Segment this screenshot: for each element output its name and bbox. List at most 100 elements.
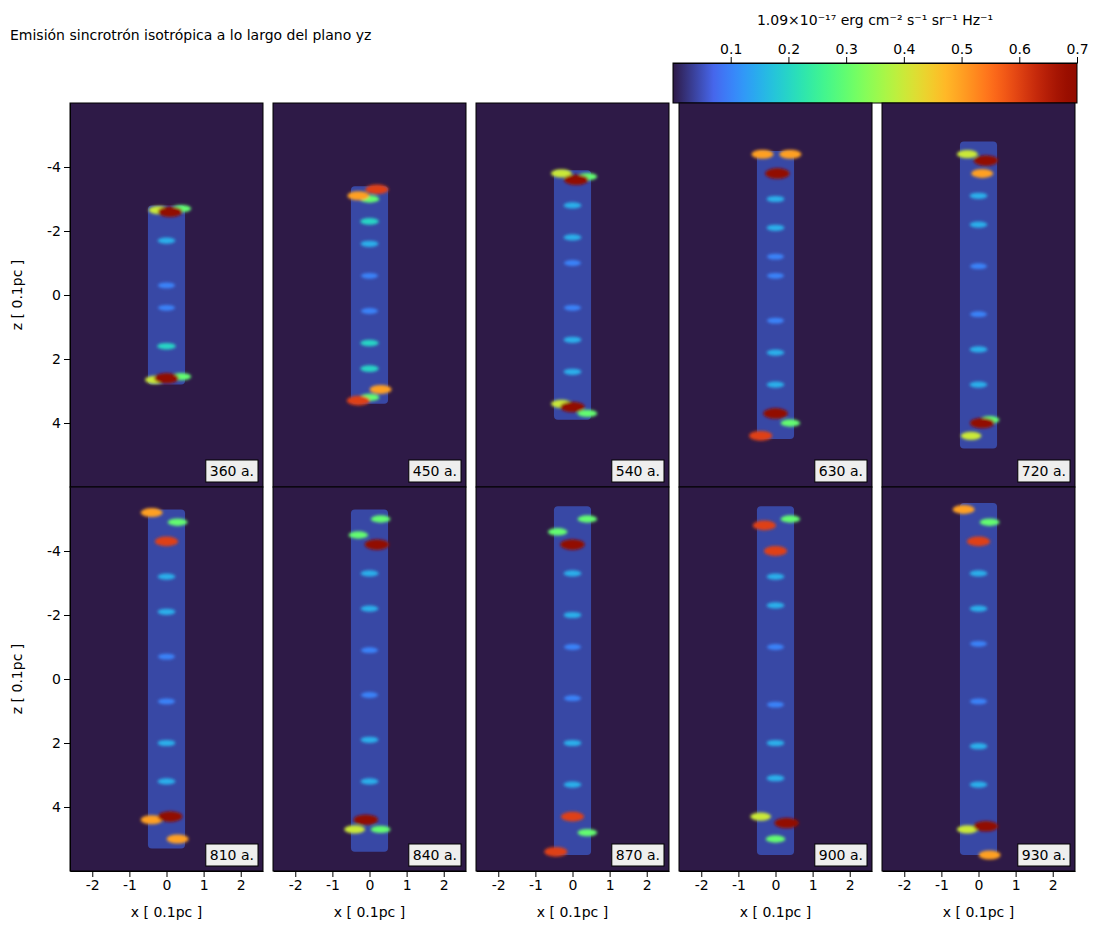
emission-knot <box>560 402 584 413</box>
emission-knot <box>970 570 988 576</box>
emission-knot <box>564 305 581 311</box>
emission-knot <box>158 574 176 580</box>
emission-knot <box>753 521 776 531</box>
x-tick: 0 <box>569 871 578 893</box>
colorbar-tick-label: 0.6 <box>1009 41 1031 57</box>
panel: 630 a. <box>679 103 872 487</box>
emission-knot <box>578 515 598 522</box>
emission-knot <box>767 644 784 650</box>
knots <box>347 185 392 406</box>
y-tick-mark <box>64 679 70 680</box>
emission-knot <box>970 699 987 705</box>
colorbar-axis: 0.10.20.30.40.50.60.7 <box>674 41 1089 64</box>
emission-knot <box>564 612 582 618</box>
emission-knot <box>974 821 998 832</box>
time-label: 360 a. <box>206 460 258 482</box>
colorbar-tick-label: 0.3 <box>836 41 858 57</box>
panel-background <box>679 487 872 871</box>
time-box <box>612 844 664 866</box>
cocoon <box>960 503 997 855</box>
time-label: 450 a. <box>409 460 461 482</box>
colorbar <box>673 63 1077 103</box>
emission-knot <box>961 432 982 440</box>
colorbar-tick-label: 0.4 <box>893 41 915 57</box>
panel-frame <box>273 487 466 871</box>
x-tick: -1 <box>529 871 543 893</box>
cocoon <box>757 506 794 855</box>
emission-knot <box>354 815 378 826</box>
x-tick-label: 2 <box>846 877 855 893</box>
plot-area <box>145 205 191 385</box>
emission-knot <box>544 847 567 857</box>
panel: 900 a.-2-1012x [ 0.1pc ] <box>679 487 873 920</box>
emission-knot <box>564 570 582 576</box>
emission-knot <box>344 825 365 833</box>
emission-knot <box>767 225 785 231</box>
time-box <box>815 844 867 866</box>
panel: 450 a. <box>273 103 466 487</box>
colorbar-tick-mark <box>904 57 905 63</box>
knots <box>141 508 189 843</box>
emission-knot <box>970 641 987 647</box>
x-tick: 2 <box>440 871 449 893</box>
y-tick-mark <box>64 551 70 552</box>
plot-area <box>344 509 390 851</box>
emission-knot <box>361 778 379 784</box>
y-tick-label: -2 <box>47 223 61 239</box>
knots <box>957 150 999 440</box>
x-axis: -2-1012 <box>274 871 467 893</box>
emission-knot <box>767 254 784 260</box>
x-axis: -2-1012 <box>71 871 264 893</box>
emission-knot <box>157 343 175 350</box>
time-text: 360 a. <box>210 463 254 479</box>
y-axis-line <box>70 488 71 872</box>
panel-frame <box>679 487 872 871</box>
emission-knot <box>564 202 582 208</box>
panel: 930 a.-2-1012x [ 0.1pc ] <box>882 487 1076 920</box>
x-tick-label: 2 <box>237 877 246 893</box>
x-tick: -2 <box>695 871 709 893</box>
emission-knot <box>564 644 581 650</box>
emission-knot <box>155 537 178 547</box>
emission-knot <box>347 396 370 406</box>
emission-knot <box>360 340 378 347</box>
x-tick: -2 <box>86 871 100 893</box>
emission-knot <box>974 155 998 166</box>
knots <box>749 150 801 441</box>
y-tick-mark <box>64 423 70 424</box>
emission-knot <box>564 234 582 240</box>
y-axis: -4-2024 <box>47 488 70 872</box>
emission-knot <box>347 191 369 200</box>
emission-knot <box>158 207 182 218</box>
emission-knot <box>970 606 988 612</box>
colorbar-tick-mark <box>1019 57 1020 63</box>
panel: 540 a. <box>476 103 669 487</box>
panel: 840 a.-2-1012x [ 0.1pc ] <box>273 487 467 920</box>
x-tick: 0 <box>163 871 172 893</box>
colorbar-tick: 0.4 <box>893 41 915 63</box>
cocoon <box>351 186 388 404</box>
emission-knot <box>953 505 975 514</box>
x-tick: 1 <box>200 871 209 893</box>
panel: 720 a. <box>882 103 1075 487</box>
emission-knot <box>774 818 798 829</box>
time-label: 630 a. <box>815 460 867 482</box>
x-tick: 2 <box>846 871 855 893</box>
x-tick: -1 <box>935 871 949 893</box>
knots <box>145 205 191 384</box>
emission-knot <box>361 570 379 576</box>
x-tick-label: 2 <box>440 877 449 893</box>
x-tick: 2 <box>1049 871 1058 893</box>
emission-knot <box>141 508 163 517</box>
emission-knot <box>781 515 801 522</box>
panel-frame <box>679 103 872 487</box>
emission-knot <box>158 811 182 822</box>
title: Emisión sincrotrón isotrópica a lo largo… <box>10 27 371 43</box>
panel-frame <box>70 487 263 871</box>
x-axis: -2-1012 <box>883 871 1076 893</box>
time-text: 810 a. <box>210 847 254 863</box>
emission-knot <box>564 369 582 375</box>
emission-knot <box>767 382 785 388</box>
colorbar-tick: 0.6 <box>1009 41 1031 63</box>
y-tick-mark <box>64 359 70 360</box>
